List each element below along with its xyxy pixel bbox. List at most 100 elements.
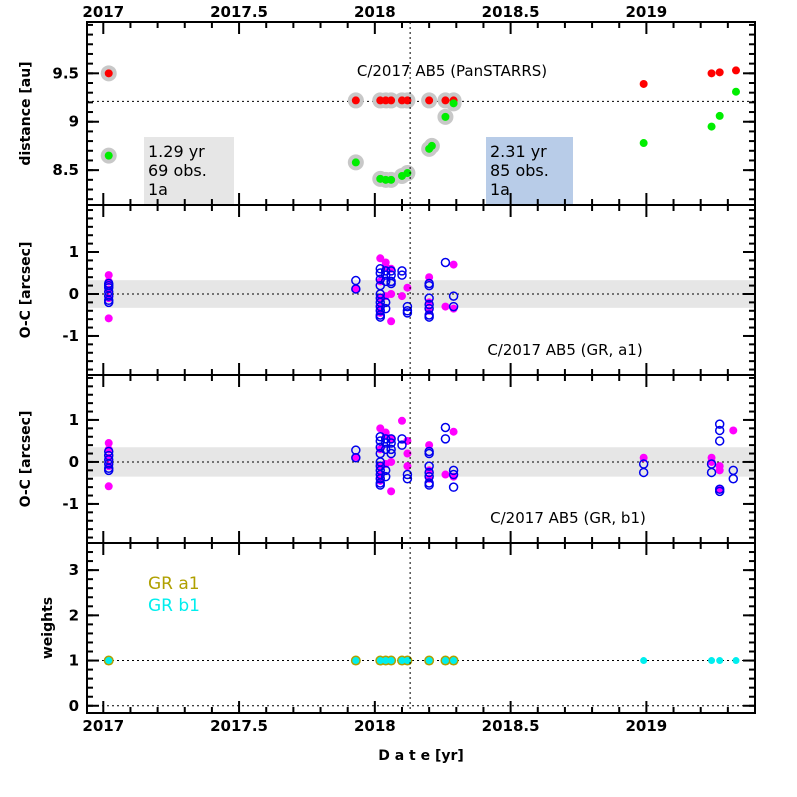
data-point: [403, 96, 412, 105]
open-residual: [386, 444, 396, 455]
filled-residual: [104, 439, 113, 448]
open-residual: [375, 306, 386, 316]
data-point: [639, 79, 648, 88]
y-tick-label: 8.5: [52, 161, 79, 179]
open-residual: [386, 266, 396, 276]
open-residual: [386, 434, 396, 444]
open-residual: [402, 473, 413, 484]
x-tick-label-bottom: 2017.5: [210, 717, 268, 735]
weight-point-b1: [732, 657, 740, 665]
open-residual: [714, 486, 725, 497]
weight-point-b1: [387, 657, 395, 665]
open-residual: [402, 469, 413, 480]
filled-residual: [351, 284, 360, 293]
weight-point-b1: [382, 657, 390, 665]
open-residual: [440, 434, 451, 444]
y-tick-label: 0: [69, 453, 79, 471]
filled-residual: [387, 289, 396, 298]
open-residual: [375, 312, 386, 322]
data-point: [427, 141, 436, 150]
open-residual: [380, 276, 391, 287]
y-tick-label: 9.5: [52, 64, 79, 82]
filled-residual: [376, 254, 385, 263]
info-box: [486, 137, 573, 205]
open-residual: [380, 297, 391, 308]
weight-point-b1: [716, 657, 724, 665]
filled-residual: [729, 426, 738, 435]
filled-residual: [387, 487, 396, 496]
data-point: [639, 139, 648, 148]
x-tick-label-top: 2018: [354, 3, 396, 21]
open-residual: [448, 469, 459, 480]
weight-point-b1: [398, 657, 406, 665]
open-residual: [402, 301, 413, 312]
panel-title: C/2017 AB5 (GR, a1): [487, 341, 642, 359]
data-point: [441, 112, 450, 121]
open-residual: [375, 480, 386, 490]
open-residual: [103, 280, 114, 291]
y-axis-label: distance [au]: [18, 61, 34, 165]
data-point: [104, 151, 113, 160]
info-box-text: 1.29 yr: [148, 142, 205, 161]
weight-point-b1: [352, 657, 360, 665]
x-tick-label-top: 2017.5: [210, 3, 268, 21]
weight-point-b1: [376, 657, 384, 665]
data-point: [403, 169, 412, 178]
y-tick-label: 0: [69, 285, 79, 303]
open-residual: [380, 471, 391, 482]
open-residual: [380, 303, 391, 314]
filled-residual: [441, 302, 450, 311]
weight-point-b1: [441, 657, 449, 665]
open-residual: [375, 268, 386, 278]
data-point: [707, 122, 716, 131]
x-tick-label-bottom: 2017: [82, 717, 124, 735]
filled-residual: [104, 314, 113, 323]
data-point: [449, 99, 458, 108]
y-axis-label: weights: [40, 597, 56, 659]
open-residual: [397, 440, 407, 450]
open-residual: [424, 448, 434, 459]
open-residual: [380, 465, 391, 476]
open-residual: [448, 465, 459, 476]
legend-entry: GR a1: [148, 574, 200, 594]
y-tick-label: 1: [69, 652, 79, 670]
open-residual: [351, 452, 361, 463]
open-residual: [397, 434, 407, 444]
panel-frame: [86, 542, 756, 714]
x-tick-label-top: 2017: [82, 3, 124, 21]
open-residual: [424, 461, 434, 471]
open-residual: [424, 312, 434, 322]
x-tick-label-bottom: 2019: [626, 717, 668, 735]
open-residual: [440, 257, 451, 268]
open-residual: [424, 280, 434, 291]
open-residual: [103, 459, 114, 469]
open-residual: [397, 266, 407, 276]
data-point: [731, 66, 740, 75]
open-residual: [424, 299, 434, 310]
open-residual: [706, 467, 717, 478]
open-residual: [397, 270, 407, 280]
open-residual: [375, 431, 386, 442]
info-box-text: 85 obs.: [490, 161, 549, 180]
open-residual: [424, 467, 434, 478]
info-box-text: 69 obs.: [148, 161, 207, 180]
data-point: [715, 111, 724, 120]
data-point: [387, 96, 396, 105]
y-tick-label: -1: [62, 327, 79, 345]
y-axis-label: O-C [arcsec]: [18, 411, 34, 508]
open-residual: [448, 482, 459, 492]
x-tick-label-top: 2019: [626, 3, 668, 21]
filled-residual: [104, 482, 113, 491]
open-residual: [714, 425, 725, 436]
open-residual: [375, 473, 386, 484]
data-point: [104, 69, 113, 78]
x-axis-label: D a t e [yr]: [378, 748, 464, 764]
filled-residual: [397, 416, 406, 425]
open-residual: [103, 297, 114, 308]
filled-residual: [441, 470, 450, 479]
panel-title: C/2017 AB5 (GR, b1): [490, 509, 646, 527]
open-residual: [386, 448, 396, 459]
info-box-text: 1a: [148, 180, 168, 199]
open-residual: [424, 293, 434, 303]
